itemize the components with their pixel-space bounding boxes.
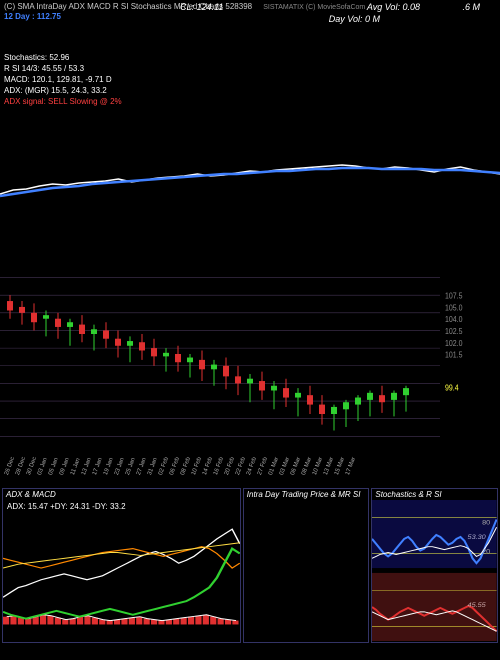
macd-value: MACD: 120.1, 129.81, -9.71 D <box>4 74 496 85</box>
date-axis: 26 Dec28 Dec30 Dec03 Jan05 Jan09 Jan11 J… <box>0 454 500 488</box>
stochastics-rsi-panel: Stochastics & R SI 80 20 53.30 45.55 <box>371 488 498 643</box>
intraday-panel: Intra Day Trading Price & MR SI <box>243 488 370 643</box>
close-price: CL: 124.11 <box>180 2 223 12</box>
header: (C) SMA IntraDay ADX MACD R SI Stochasti… <box>0 0 500 50</box>
avg-vol-unit: .6 M <box>462 2 480 12</box>
svg-text:80: 80 <box>482 519 490 526</box>
stochastics-value: Stochastics: 52.96 <box>4 52 496 63</box>
stoch-panel-title: Stochastics & R SI <box>372 489 497 500</box>
avg-vol: Avg Vol: 0.08 <box>367 2 420 12</box>
adx-macd-panel: ADX & MACD ADX: 15.47 +DY: 24.31 -DY: 33… <box>2 488 241 643</box>
svg-text:102.5: 102.5 <box>445 326 462 336</box>
moving-average-chart <box>0 114 500 244</box>
adx-signal: ADX signal: SELL Slowing @ 2% <box>4 96 496 107</box>
adx-value: ADX: (MGR) 15.5, 24.3, 33.2 <box>4 85 496 96</box>
indicator-summary: Stochastics: 52.96 R SI 14/3: 45.55 / 53… <box>0 50 500 109</box>
day-vol: Day Vol: 0 M <box>329 14 380 24</box>
svg-text:53.30: 53.30 <box>468 534 486 541</box>
adx-panel-values: ADX: 15.47 +DY: 24.31 -DY: 33.2 <box>7 502 126 511</box>
adx-panel-title: ADX & MACD <box>3 489 240 500</box>
twelve-day-value: 112.75 <box>37 12 61 21</box>
svg-text:104.0: 104.0 <box>445 315 462 325</box>
intra-panel-title: Intra Day Trading Price & MR SI <box>244 489 369 500</box>
header-tag: (C) SMA IntraDay ADX MACD R SI Stochasti… <box>4 2 496 11</box>
svg-text:20: 20 <box>482 549 490 556</box>
svg-text:105.0: 105.0 <box>445 303 462 313</box>
svg-text:102.0: 102.0 <box>445 338 462 348</box>
svg-text:99.4: 99.4 <box>445 383 459 393</box>
svg-text:101.5: 101.5 <box>445 350 462 360</box>
twelve-day-label: 12 Day : <box>4 12 35 21</box>
candlestick-chart: 107.5 105.0 104.0102.5 102.0 101.5 99.4 <box>0 254 500 454</box>
svg-text:107.5: 107.5 <box>445 291 462 301</box>
svg-text:45.55: 45.55 <box>468 602 486 609</box>
rsi-value: R SI 14/3: 45.55 / 53.3 <box>4 63 496 74</box>
